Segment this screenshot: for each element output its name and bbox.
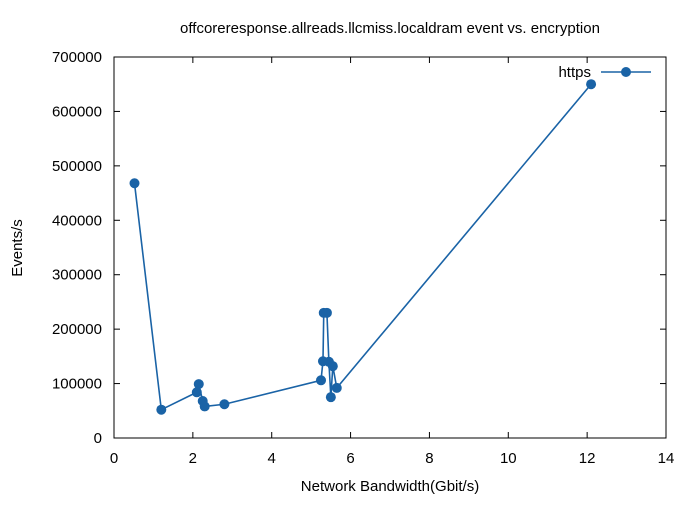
y-tick-label: 100000 xyxy=(52,376,102,393)
data-point xyxy=(156,404,167,415)
data-point xyxy=(327,361,338,372)
y-tick-label: 300000 xyxy=(52,267,102,284)
legend-marker xyxy=(621,67,631,77)
data-point xyxy=(199,401,210,412)
y-tick-label: 200000 xyxy=(52,321,102,338)
y-tick-label: 700000 xyxy=(52,49,102,66)
legend: https xyxy=(558,64,651,81)
chart-title: offcoreresponse.allreads.llcmiss.localdr… xyxy=(180,20,600,37)
x-tick-label: 14 xyxy=(658,450,675,467)
x-axis-label: Network Bandwidth(Gbit/s) xyxy=(301,478,479,495)
axis-ticks: 0 2 4 6 8 10 12 14 0 100000 200000 300000 400000 5000… xyxy=(52,49,674,467)
x-tick-label: 12 xyxy=(579,450,596,467)
x-tick-label: 2 xyxy=(189,450,197,467)
x-tick-label: 8 xyxy=(425,450,433,467)
data-point xyxy=(193,379,204,390)
x-tick-label: 6 xyxy=(346,450,354,467)
y-axis-label: Events/s xyxy=(9,219,26,277)
data-series xyxy=(129,79,597,415)
x-tick-label: 10 xyxy=(500,450,517,467)
data-point xyxy=(325,392,336,403)
y-tick-label: 600000 xyxy=(52,103,102,120)
legend-label: https xyxy=(558,64,591,81)
data-point xyxy=(219,399,230,410)
data-point xyxy=(321,307,332,318)
y-tick-label: 500000 xyxy=(52,158,102,175)
x-tick-label: 4 xyxy=(268,450,276,467)
data-point xyxy=(586,79,597,90)
plot-area-frame xyxy=(113,56,667,439)
y-tick-label: 0 xyxy=(94,430,102,447)
x-tick-label: 0 xyxy=(110,450,118,467)
data-point xyxy=(191,387,202,398)
series-line-https xyxy=(133,83,592,411)
data-point xyxy=(129,178,140,189)
y-tick-label: 400000 xyxy=(52,212,102,229)
data-point xyxy=(316,375,326,386)
data-point xyxy=(331,382,342,393)
